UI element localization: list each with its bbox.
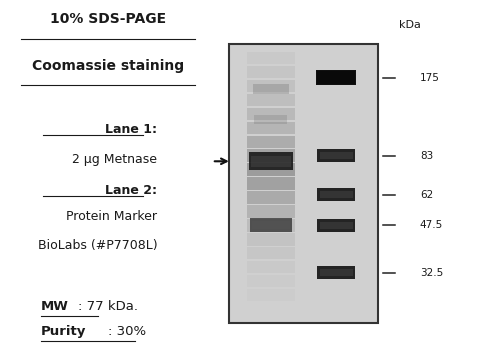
Text: kDa: kDa (399, 20, 421, 30)
Bar (247, 52, 294, 64)
Bar (317, 219, 355, 231)
Text: 62: 62 (420, 190, 433, 200)
Bar (247, 80, 294, 92)
Bar (316, 70, 356, 85)
Text: 32.5: 32.5 (420, 268, 443, 278)
Bar (247, 177, 294, 190)
Bar (254, 115, 287, 124)
Bar (247, 108, 294, 120)
Bar (317, 266, 355, 279)
Bar (249, 152, 293, 170)
Bar (247, 135, 294, 148)
Bar (252, 221, 290, 229)
Bar (250, 156, 291, 167)
Bar (247, 149, 294, 162)
Bar (320, 269, 353, 276)
Text: : 77 kDa.: : 77 kDa. (78, 300, 138, 313)
Bar (229, 44, 378, 323)
Bar (247, 122, 294, 134)
Text: BioLabs (#P7708L): BioLabs (#P7708L) (38, 239, 157, 252)
Bar (320, 191, 353, 198)
Text: Protein Marker: Protein Marker (66, 210, 157, 223)
Text: Coomassie staining: Coomassie staining (32, 59, 184, 73)
Bar (320, 152, 353, 159)
Text: Lane 2:: Lane 2: (106, 184, 157, 197)
Text: Purity: Purity (41, 325, 86, 338)
Bar (250, 219, 292, 232)
Text: 2 μg Metnase: 2 μg Metnase (72, 153, 157, 166)
Text: MW: MW (41, 300, 69, 313)
Text: Lane 1:: Lane 1: (106, 123, 157, 136)
Bar (247, 163, 294, 176)
Bar (320, 222, 353, 229)
Text: 83: 83 (420, 151, 433, 161)
Bar (247, 289, 294, 301)
Bar (247, 219, 294, 231)
Bar (247, 275, 294, 287)
Bar (253, 84, 289, 94)
Bar (247, 205, 294, 218)
Bar (247, 66, 294, 78)
Bar (247, 191, 294, 204)
Text: 175: 175 (420, 73, 440, 83)
Text: 10% SDS-PAGE: 10% SDS-PAGE (50, 12, 166, 26)
Bar (247, 233, 294, 246)
Text: : 30%: : 30% (108, 325, 146, 338)
Bar (317, 188, 355, 201)
Bar (320, 74, 353, 81)
Text: 47.5: 47.5 (420, 220, 443, 230)
Bar (247, 247, 294, 260)
Bar (247, 94, 294, 106)
Bar (317, 149, 355, 162)
Bar (247, 261, 294, 274)
Bar (317, 71, 355, 84)
